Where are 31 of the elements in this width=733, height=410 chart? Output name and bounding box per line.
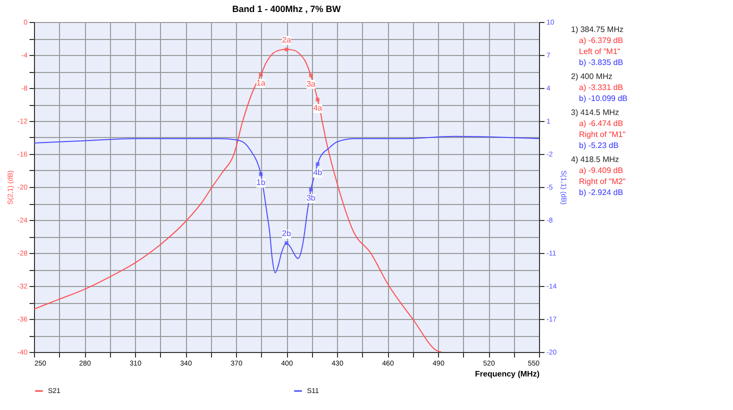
- text: 3) 414.5 MHz: [571, 108, 620, 117]
- line-series: [34, 136, 539, 274]
- text: a) -6.474 dB: [579, 119, 624, 128]
- chart-title: Band 1 - 400Mhz , 7% BW: [232, 4, 342, 14]
- series-label: 1a: [256, 78, 266, 88]
- series-label: 2b: [282, 229, 292, 238]
- series-label: 3b: [306, 194, 316, 203]
- point: [309, 188, 313, 192]
- point: [284, 241, 288, 245]
- point: [284, 48, 288, 52]
- text: b) -3.835 dB: [579, 58, 624, 67]
- text: 2) 400 MHz: [571, 72, 612, 81]
- series-label: 1b: [256, 178, 266, 188]
- text: b) -2.924 dB: [579, 188, 624, 197]
- text: Right of "M1": [579, 130, 626, 139]
- text: Right of "M2": [579, 177, 626, 186]
- text: a) -9.409 dB: [579, 166, 624, 175]
- text: a) -3.331 dB: [579, 83, 624, 92]
- series-label: 3a: [306, 79, 316, 88]
- text: b) -10.099 dB: [579, 94, 628, 103]
- text: b) -5.23 dB: [579, 141, 619, 150]
- series-label: 4b: [313, 168, 323, 178]
- text: 1) 384.75 MHz: [571, 25, 624, 34]
- x-axis-title: Frequency (MHz): [475, 370, 540, 378]
- series-label: 2a: [282, 35, 292, 44]
- series-label: 4a: [313, 104, 323, 113]
- point: [309, 74, 313, 78]
- text: Left of "M1": [579, 47, 620, 56]
- text: a) -6.379 dB: [579, 36, 624, 45]
- text: 4) 418.5 MHz: [571, 155, 620, 164]
- line-series: [34, 48, 442, 352]
